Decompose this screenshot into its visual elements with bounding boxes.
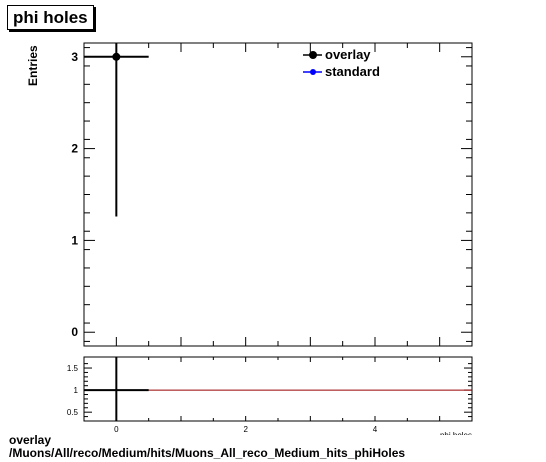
caption-line-2: /Muons/All/reco/Medium/hits/Muons_All_re… xyxy=(9,446,406,460)
x-tick-label: 4 xyxy=(373,425,378,434)
main-axes: 0 1 2 3 xyxy=(71,43,473,346)
legend-overlay-marker xyxy=(309,51,317,59)
y-tick-label: 2 xyxy=(71,142,78,156)
y-tick-label: 0 xyxy=(71,325,78,339)
chart-title: phi holes xyxy=(7,5,94,30)
ratio-y-tick-label: 1.5 xyxy=(67,364,79,373)
legend-standard-label: standard xyxy=(325,64,380,79)
y-axis-title: Entries xyxy=(26,45,40,86)
main-data-layer xyxy=(84,43,149,217)
caption-line-1: overlay xyxy=(9,433,52,447)
x-tick-label: 2 xyxy=(243,425,248,434)
overlay-data-point xyxy=(112,52,121,61)
ratio-plot-frame xyxy=(83,356,473,422)
y-tick-label: 3 xyxy=(71,50,78,64)
ratio-data-layer xyxy=(84,357,472,421)
legend-standard-marker xyxy=(310,69,316,75)
legend: overlay standard xyxy=(303,47,380,79)
legend-overlay-label: overlay xyxy=(325,47,371,62)
x-tick-label: 0 xyxy=(114,425,119,434)
ratio-y-tick-label: 0.5 xyxy=(67,408,79,417)
main-plot-frame xyxy=(83,42,473,347)
ratio-axes: 0 2 4 0.5 1 1.5 xyxy=(67,357,473,434)
ratio-y-tick-label: 1 xyxy=(74,386,79,395)
y-tick-label: 1 xyxy=(71,233,78,247)
x-axis-title: phi holes xyxy=(440,431,472,440)
